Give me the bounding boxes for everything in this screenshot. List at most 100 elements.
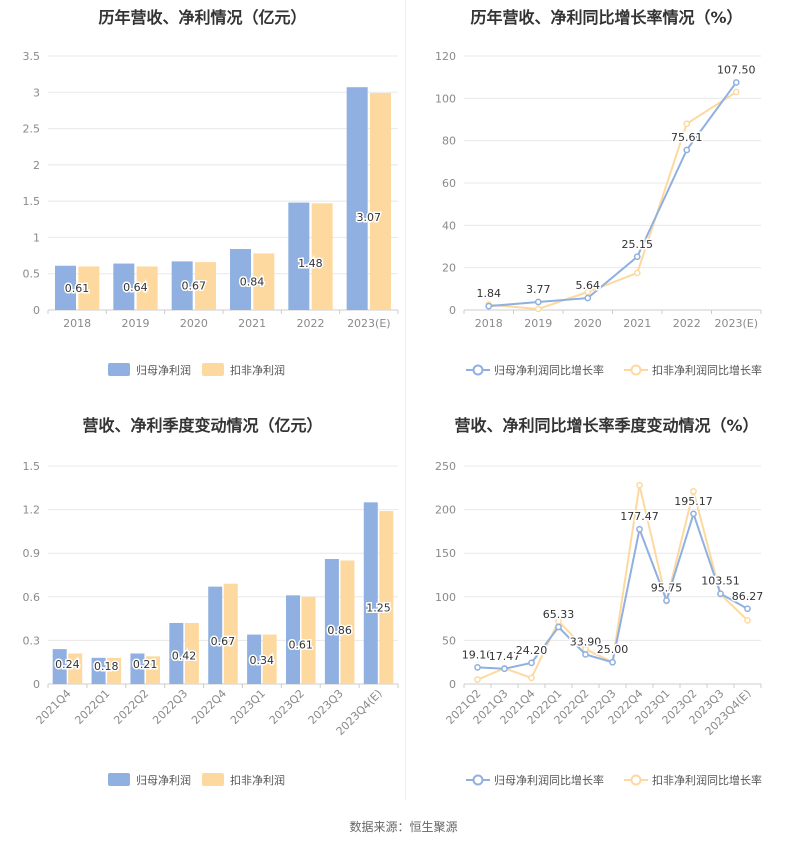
bar xyxy=(286,595,300,684)
legend-swatch xyxy=(108,773,130,786)
legend-label: 扣非净利润同比增长率 xyxy=(652,773,762,787)
data-point xyxy=(683,146,691,154)
data-point xyxy=(582,651,589,658)
bar xyxy=(340,560,355,684)
bar xyxy=(311,203,333,310)
data-point xyxy=(636,481,643,489)
data-label: 5.64 xyxy=(576,279,601,292)
data-label: 0.86 xyxy=(327,624,352,637)
bar xyxy=(301,596,316,684)
bar xyxy=(78,266,100,310)
data-point xyxy=(555,623,562,631)
data-label: 0.61 xyxy=(288,639,313,652)
data-point xyxy=(663,597,670,604)
x-tick-label: 2021 xyxy=(623,317,651,330)
data-point xyxy=(690,487,697,495)
x-tick-label: 2023Q1 xyxy=(228,687,268,727)
x-tick-label: 2022Q2 xyxy=(111,687,151,727)
bar xyxy=(230,249,251,310)
x-tick-label: 2019 xyxy=(524,317,552,330)
data-point xyxy=(744,616,751,624)
bar xyxy=(247,634,262,684)
bar xyxy=(146,656,160,684)
x-tick-label: 2020 xyxy=(180,317,208,330)
y-tick-label: 80 xyxy=(442,135,456,148)
y-tick-label: 1.2 xyxy=(23,504,41,517)
chart-svg: 0501001502002502021Q22021Q32021Q42022Q12… xyxy=(435,460,765,787)
x-tick-label: 2023(E) xyxy=(347,317,391,330)
legend-label: 归母净利润同比增长率 xyxy=(494,773,604,787)
chart-title: 营收、净利季度变动情况（亿元） xyxy=(82,416,323,435)
data-point xyxy=(683,120,691,128)
bar xyxy=(253,253,275,310)
x-tick-label: 2020 xyxy=(574,317,602,330)
data-label: 0.67 xyxy=(211,635,236,648)
data-label: 19.10 xyxy=(462,648,494,661)
data-label: 17.47 xyxy=(489,650,521,663)
bar xyxy=(136,266,158,310)
bar xyxy=(68,653,83,684)
y-tick-label: 1.5 xyxy=(23,195,41,208)
data-point xyxy=(690,510,697,518)
y-tick-label: 100 xyxy=(435,591,456,604)
y-tick-label: 60 xyxy=(442,177,456,190)
data-label: 0.21 xyxy=(133,658,158,671)
y-tick-label: 200 xyxy=(435,504,456,517)
data-point xyxy=(485,302,493,310)
data-point xyxy=(474,663,481,671)
x-tick-label: 2022Q1 xyxy=(72,687,112,727)
y-tick-label: 250 xyxy=(435,460,456,473)
data-label: 3.07 xyxy=(356,211,381,224)
y-tick-label: 3 xyxy=(33,86,40,99)
data-label: 0.64 xyxy=(123,281,148,294)
data-point xyxy=(584,288,592,296)
bar xyxy=(184,622,199,684)
legend-label: 归母净利润 xyxy=(136,363,191,377)
data-point xyxy=(584,294,592,302)
y-tick-label: 1 xyxy=(33,231,40,244)
data-point xyxy=(636,525,643,533)
data-label: 3.77 xyxy=(526,283,551,296)
bar xyxy=(113,263,135,310)
y-tick-label: 0.3 xyxy=(23,634,41,647)
data-label: 1.84 xyxy=(477,287,502,300)
y-tick-label: 150 xyxy=(435,547,456,560)
data-label: 86.27 xyxy=(732,590,764,603)
data-label: 25.15 xyxy=(622,238,654,251)
legend-marker xyxy=(472,364,484,376)
legend-label: 归母净利润 xyxy=(136,773,191,787)
bar xyxy=(324,559,339,684)
data-point xyxy=(633,253,641,261)
bar xyxy=(107,657,122,684)
bar xyxy=(363,502,378,684)
x-tick-label: 2018 xyxy=(63,317,91,330)
bar xyxy=(171,261,193,310)
data-point xyxy=(732,79,740,86)
data-point xyxy=(534,298,542,306)
data-point xyxy=(744,605,751,613)
legend-label: 扣非净利润同比增长率 xyxy=(652,363,762,377)
y-tick-label: 2 xyxy=(33,159,40,172)
data-label: 195.17 xyxy=(674,495,713,508)
data-label: 0.24 xyxy=(55,658,80,671)
x-tick-label: 2021Q4 xyxy=(34,687,74,727)
series-line xyxy=(488,81,738,308)
y-tick-label: 40 xyxy=(442,219,456,232)
bar xyxy=(262,634,277,684)
legend-label: 扣非净利润 xyxy=(230,773,285,787)
data-label: 33.90 xyxy=(570,635,602,648)
legend-label: 归母净利润同比增长率 xyxy=(494,363,604,377)
y-tick-label: 0 xyxy=(449,304,456,317)
x-tick-label: 2022 xyxy=(673,317,701,330)
data-label: 0.84 xyxy=(240,276,265,289)
x-tick-label: 2022Q4 xyxy=(189,687,229,727)
chart-panel-quarterly-growth: 营收、净利同比增长率季度变动情况（%） 0 50 100 150 200 250 2021Q… xyxy=(406,404,807,804)
chart-title: 历年营收、净利情况（亿元） xyxy=(98,8,307,27)
bar xyxy=(223,583,238,684)
y-tick-label: 120 xyxy=(435,50,456,63)
data-label: 65.33 xyxy=(543,608,575,621)
data-label: 0.42 xyxy=(172,650,197,663)
bar xyxy=(195,262,216,310)
y-tick-label: 0 xyxy=(33,304,40,317)
data-point xyxy=(732,88,740,96)
